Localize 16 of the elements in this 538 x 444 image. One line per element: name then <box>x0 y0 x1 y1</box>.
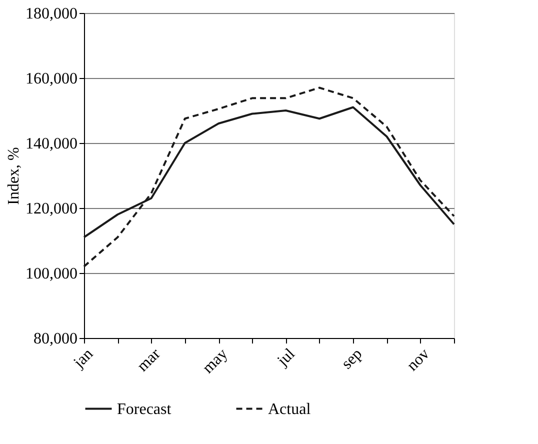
y-tick-label: 100,000 <box>26 266 78 282</box>
y-axis-title: Index, % <box>6 147 22 205</box>
x-tick-label: nov <box>404 346 433 374</box>
x-tick-label: may <box>200 346 232 377</box>
legend-label: Forecast <box>117 400 172 418</box>
y-tick-label: 120,000 <box>26 200 78 218</box>
legend-label: Actual <box>268 400 312 418</box>
x-tick-label: jan <box>70 346 97 372</box>
y-tick-label: 180,000 <box>26 6 78 22</box>
x-tick-label: sep <box>338 346 366 373</box>
y-tick-label: 80,000 <box>34 330 78 348</box>
x-tick-label: jul <box>274 345 299 370</box>
y-tick-label: 160,000 <box>26 70 78 88</box>
line-series <box>83 86 455 268</box>
y-tick-label: 140,000 <box>26 136 78 152</box>
x-tick-label: mar <box>134 345 164 376</box>
